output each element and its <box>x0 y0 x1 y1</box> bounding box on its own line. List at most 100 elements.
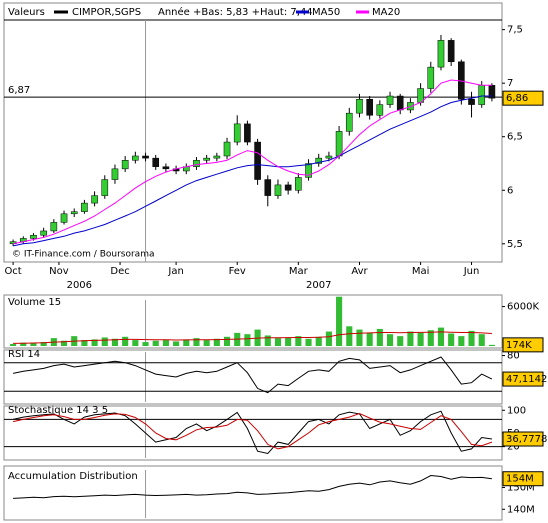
volume-bar <box>386 334 394 346</box>
candle-body <box>274 184 282 196</box>
x-tick-label: Mar <box>289 266 309 277</box>
series-line <box>12 95 492 247</box>
series-line <box>12 356 493 394</box>
candle-body <box>81 202 88 212</box>
volume-bar <box>397 336 404 346</box>
reference-label: 6,87 <box>8 85 30 96</box>
legend-ma50: MA50 <box>312 7 340 18</box>
volume-bar <box>336 296 343 346</box>
volume-bar <box>223 336 231 346</box>
y-tick-label: 6 <box>507 185 513 196</box>
x-tick-label: Nov <box>49 266 69 277</box>
candle-body <box>70 211 78 215</box>
panel-title: Volume 15 <box>8 297 61 308</box>
volume-bar <box>488 344 495 346</box>
series-line <box>12 79 492 245</box>
current-box <box>502 337 544 353</box>
series-line <box>12 410 492 455</box>
subtitle: Année +Bas: 5,83 +Haut: 7,44 <box>158 6 313 18</box>
volume-bar <box>30 343 37 346</box>
candle-body <box>162 166 170 170</box>
legend-label: Valeurs <box>8 7 45 18</box>
volume-bar <box>40 342 47 346</box>
volume-bar <box>20 342 27 346</box>
price-frame <box>3 2 503 263</box>
series-line <box>12 412 493 450</box>
y-tick-label: 140M <box>507 504 535 515</box>
current-box <box>502 371 544 387</box>
y-tick-label: 5,5 <box>507 239 523 250</box>
current-box <box>502 431 544 447</box>
candle-body <box>468 98 475 105</box>
volume-bar <box>376 328 383 346</box>
current-label: 36,7778 <box>506 434 547 445</box>
candle-body <box>111 168 119 180</box>
volume-bar <box>427 330 434 346</box>
x-tick-label: Avr <box>351 266 368 277</box>
candle-body <box>437 40 445 68</box>
volume-bar <box>407 331 414 346</box>
candle-body <box>356 98 363 114</box>
volume-bar <box>173 341 180 346</box>
candle-body <box>284 184 292 191</box>
current-label: 47,1142 <box>506 374 547 385</box>
volume-bar <box>152 340 159 346</box>
volume-bar <box>468 330 475 346</box>
candle-body <box>305 163 312 178</box>
volume-bar <box>60 340 68 346</box>
x-tick-label: Mai <box>412 266 430 277</box>
volume-bar <box>91 339 98 346</box>
volume-bar <box>315 336 322 346</box>
candle-body <box>335 131 343 157</box>
candle-body <box>488 85 496 99</box>
x-tick-label: Fev <box>229 266 246 277</box>
year-label: 2006 <box>67 280 92 291</box>
candle-body <box>213 155 221 159</box>
x-tick-label: Jan <box>167 266 183 277</box>
candle-body <box>345 112 353 132</box>
candle-body <box>386 95 394 105</box>
x-tick-label: Oct <box>4 266 21 277</box>
y-tick-label: 7,5 <box>507 25 523 36</box>
candle-body <box>121 160 129 170</box>
volume-frame <box>3 294 503 349</box>
candle-body <box>376 104 384 116</box>
ad-frame <box>3 465 503 521</box>
y-tick-label: 6,5 <box>507 132 523 143</box>
x-tick-label: Jun <box>463 266 480 277</box>
panel-title: Stochastique 14 3 5 <box>8 405 108 416</box>
candle-body <box>30 234 37 239</box>
year-label: 2007 <box>306 280 331 291</box>
candle-body <box>152 157 160 167</box>
candle-body <box>427 66 435 89</box>
candle-body <box>447 40 455 63</box>
volume-bar <box>478 334 485 346</box>
current-box <box>502 90 544 106</box>
volume-bar <box>203 340 210 346</box>
volume-bar <box>142 342 149 346</box>
volume-bar <box>10 344 17 346</box>
volume-bar <box>101 337 108 346</box>
y-tick-label: 7 <box>507 78 513 89</box>
candle-body <box>101 179 109 196</box>
volume-bar <box>193 338 200 346</box>
volume-bar <box>244 334 251 346</box>
candle-body <box>295 177 302 191</box>
volume-bar <box>366 332 373 346</box>
candle-body <box>91 195 98 204</box>
volume-bar <box>111 338 119 346</box>
candle-body <box>366 98 373 116</box>
y-tick-label: 6000K <box>507 302 539 313</box>
volume-bar <box>458 336 465 346</box>
candle-body <box>325 155 333 159</box>
current-box <box>502 471 544 487</box>
volume-bar <box>183 339 190 346</box>
current-label: 174K <box>506 340 532 351</box>
candle-body <box>132 155 139 161</box>
volume-bar <box>274 338 282 346</box>
volume-bar <box>346 326 353 346</box>
volume-bar <box>264 335 271 346</box>
candle-body <box>60 213 68 223</box>
volume-bar <box>356 329 363 346</box>
